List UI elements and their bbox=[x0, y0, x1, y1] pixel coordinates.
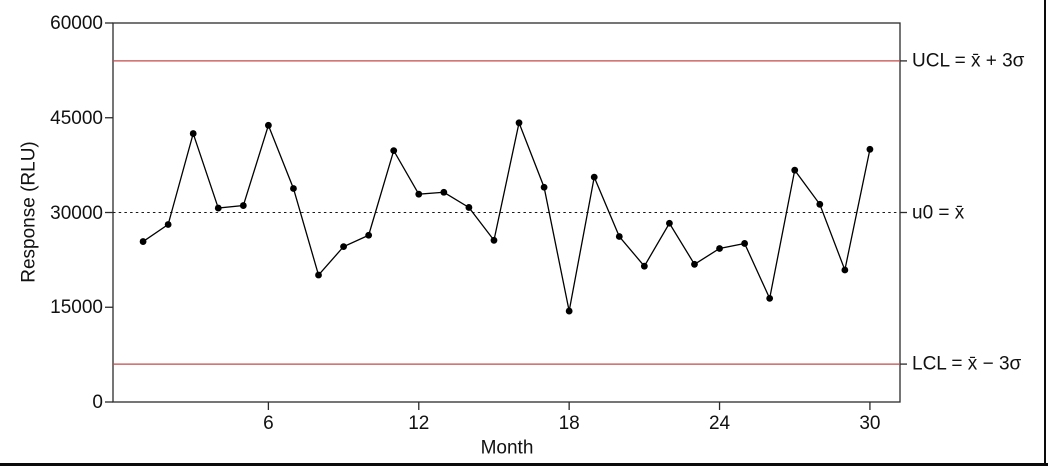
data-point bbox=[440, 188, 448, 196]
ucl-label: UCL = x̄ + 3σ bbox=[912, 50, 1025, 72]
data-point bbox=[214, 204, 222, 212]
data-point bbox=[340, 243, 347, 251]
x-axis-title: Month bbox=[480, 437, 534, 459]
data-point bbox=[490, 236, 498, 244]
data-point bbox=[415, 190, 423, 198]
screen-right-border bbox=[1044, 0, 1046, 466]
x-tick-label: 18 bbox=[558, 413, 580, 434]
data-point bbox=[691, 260, 698, 268]
y-tick-label: 45000 bbox=[50, 107, 103, 129]
data-point bbox=[239, 202, 247, 209]
screen-bottom-border bbox=[0, 463, 1048, 466]
data-point bbox=[515, 119, 523, 127]
data-point bbox=[189, 130, 197, 137]
data-point bbox=[315, 271, 322, 279]
data-point bbox=[841, 266, 849, 274]
data-point bbox=[666, 219, 673, 227]
data-point bbox=[590, 173, 598, 181]
x-tick-label: 6 bbox=[263, 413, 274, 434]
data-point bbox=[164, 221, 172, 228]
data-line bbox=[142, 120, 871, 312]
data-point bbox=[716, 245, 723, 252]
y-tick-label: 0 bbox=[92, 392, 103, 413]
data-point bbox=[540, 183, 548, 191]
data-point bbox=[791, 166, 799, 174]
data-point bbox=[390, 147, 398, 154]
data-point bbox=[866, 145, 874, 153]
data-point bbox=[640, 262, 648, 270]
data-point bbox=[816, 200, 824, 208]
data-point bbox=[139, 238, 147, 245]
data-point bbox=[766, 295, 774, 302]
y-axis-title: Response (RLU) bbox=[18, 141, 40, 283]
data-point bbox=[565, 307, 573, 315]
x-tick-label: 30 bbox=[859, 413, 881, 434]
data-point bbox=[365, 231, 373, 239]
data-point bbox=[264, 121, 272, 129]
data-point bbox=[741, 240, 749, 247]
x-tick-label: 24 bbox=[708, 413, 731, 434]
y-tick-label: 30000 bbox=[50, 202, 103, 224]
lcl-label: LCL = x̄ − 3σ bbox=[912, 353, 1022, 375]
x-tick-label: 12 bbox=[408, 413, 430, 434]
data-point bbox=[465, 204, 473, 211]
data-point bbox=[290, 185, 297, 192]
y-tick-label: 60000 bbox=[50, 13, 103, 34]
center-line-label: u0 = x̄ bbox=[912, 202, 965, 223]
data-point bbox=[615, 233, 623, 240]
y-tick-label: 15000 bbox=[50, 297, 103, 319]
